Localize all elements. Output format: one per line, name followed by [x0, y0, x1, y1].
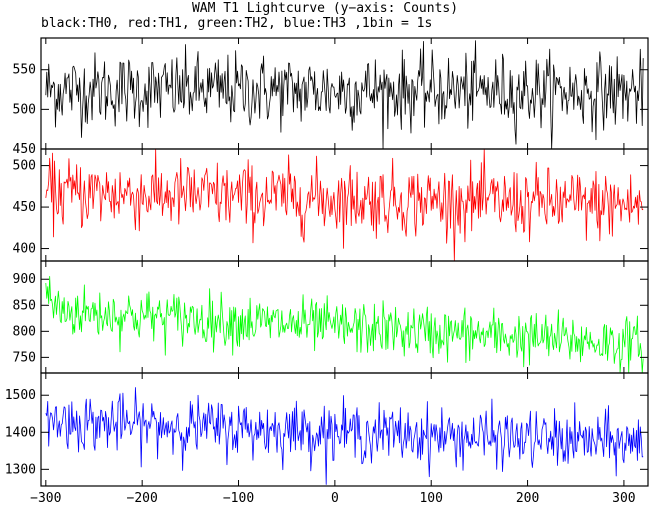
y-tick-label: 550 [13, 63, 36, 78]
y-tick-label: 750 [13, 350, 36, 365]
x-tick-label: 100 [419, 491, 442, 505]
y-tick-label: 1300 [5, 462, 36, 477]
y-tick-label: 900 [13, 272, 36, 287]
x-tick-label: 0 [331, 491, 339, 505]
y-tick-label: 1400 [5, 425, 36, 440]
x-tick-label: −300 [30, 491, 61, 505]
chart-subtitle: black:TH0, red:TH1, green:TH2, blue:TH3 … [41, 16, 433, 31]
series-line-th3 [45, 387, 644, 485]
y-tick-label: 500 [13, 102, 36, 117]
series-line-th1 [45, 148, 644, 262]
x-tick-label: 200 [516, 491, 539, 505]
x-tick-label: −100 [223, 491, 254, 505]
panel-frame-th3 [40, 372, 649, 487]
x-tick-label: −200 [127, 491, 158, 505]
y-tick-label: 450 [13, 142, 36, 157]
y-tick-label: 850 [13, 298, 36, 313]
y-tick-label: 800 [13, 324, 36, 339]
series-line-th0 [45, 40, 644, 150]
y-tick-label: 1500 [5, 388, 36, 403]
y-tick-label: 400 [13, 242, 36, 257]
series-line-th2 [45, 276, 644, 374]
y-tick-label: 500 [13, 159, 36, 174]
y-tick-label: 450 [13, 200, 36, 215]
x-tick-label: 300 [612, 491, 635, 505]
panel-frame-th2 [40, 260, 649, 374]
chart-title: WAM T1 Lightcurve (y−axis: Counts) [191, 1, 459, 16]
